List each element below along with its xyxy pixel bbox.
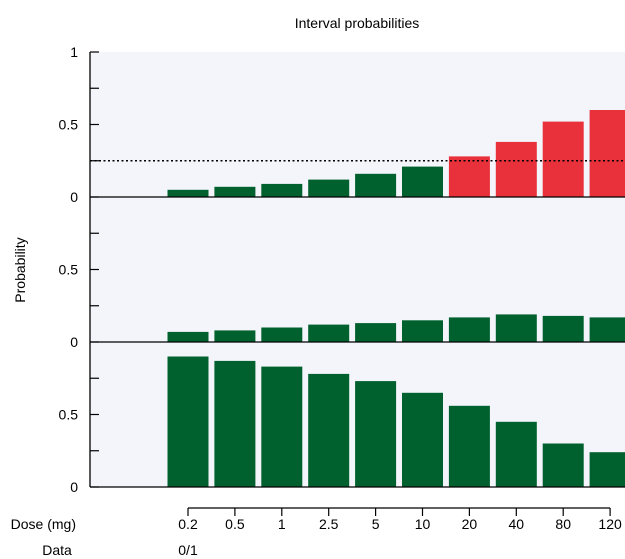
bar-middle-1 bbox=[261, 327, 303, 342]
bar-middle-10 bbox=[402, 320, 443, 343]
bar-top-80 bbox=[542, 121, 584, 197]
y-tick-label-bottom-0: 0.5 bbox=[59, 407, 79, 423]
bar-middle-120 bbox=[589, 317, 625, 342]
dose-label-5: 5 bbox=[372, 516, 380, 532]
bar-middle-40 bbox=[495, 314, 537, 342]
bar-bottom-40 bbox=[495, 421, 537, 488]
y-axis-label: Probability bbox=[12, 237, 28, 302]
dose-label-120: 120 bbox=[598, 516, 622, 532]
bar-bottom-2.5 bbox=[308, 373, 350, 487]
dose-label-0.5: 0.5 bbox=[225, 516, 245, 532]
bar-top-0.5 bbox=[214, 186, 256, 197]
y-tick-label-middle-0: 0.5 bbox=[59, 262, 79, 278]
bar-top-2.5 bbox=[308, 179, 350, 197]
bar-middle-5 bbox=[355, 323, 397, 342]
bar-middle-80 bbox=[542, 315, 584, 342]
bar-bottom-0.5 bbox=[214, 360, 256, 487]
bar-middle-2.5 bbox=[308, 324, 350, 342]
bar-top-0.2 bbox=[167, 189, 209, 198]
bar-top-5 bbox=[355, 173, 397, 197]
bar-top-40 bbox=[495, 141, 537, 197]
dose-label-10: 10 bbox=[415, 516, 431, 532]
bar-bottom-10 bbox=[402, 392, 443, 488]
dose-label-40: 40 bbox=[509, 516, 525, 532]
bar-bottom-20 bbox=[448, 405, 490, 487]
bar-middle-0.2 bbox=[167, 331, 209, 342]
dose-label-0.2: 0.2 bbox=[178, 516, 198, 532]
bar-bottom-1 bbox=[261, 366, 303, 487]
y-tick-label-top-0: 1 bbox=[70, 44, 78, 60]
chart-title: Interval probabilities bbox=[295, 15, 420, 31]
x-axis-label: Dose (mg) bbox=[11, 516, 76, 532]
y-tick-label-top-2: 0 bbox=[70, 189, 78, 205]
data-row-label: Data bbox=[42, 542, 72, 558]
axes-layer: 1 0.5 0 0.5 0 0.5 0 0.2 0.5 1 2.5 5 10 20 40 80 120 bbox=[59, 44, 625, 532]
dose-label-80: 80 bbox=[555, 516, 571, 532]
bar-middle-20 bbox=[448, 317, 490, 342]
bar-bottom-5 bbox=[355, 381, 397, 487]
bar-top-20 bbox=[448, 156, 490, 197]
bar-top-1 bbox=[261, 183, 303, 197]
dose-label-1: 1 bbox=[278, 516, 286, 532]
bar-bottom-80 bbox=[542, 443, 584, 487]
bar-top-10 bbox=[402, 166, 443, 197]
bar-middle-0.5 bbox=[214, 330, 256, 342]
bar-top-120 bbox=[589, 110, 625, 197]
y-tick-label-middle-1: 0 bbox=[70, 334, 78, 350]
y-tick-label-top-1: 0.5 bbox=[59, 117, 79, 133]
y-tick-label-bottom-1: 0 bbox=[70, 479, 78, 495]
bar-bottom-0.2 bbox=[167, 356, 209, 487]
bars-layer bbox=[167, 110, 625, 488]
bar-bottom-120 bbox=[589, 452, 625, 487]
dose-label-20: 20 bbox=[462, 516, 478, 532]
data-value-0: 0/1 bbox=[178, 542, 198, 558]
dose-label-2.5: 2.5 bbox=[319, 516, 339, 532]
